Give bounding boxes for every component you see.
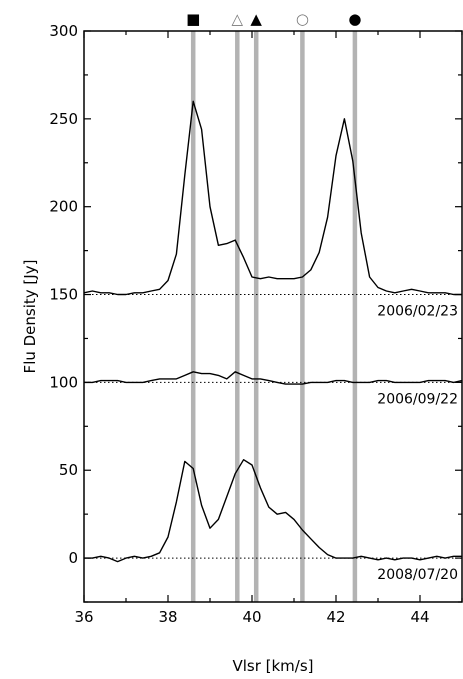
marker-symbol-4: ○: [296, 10, 309, 28]
date-label-1: 2006/02/23: [377, 304, 458, 320]
top-markers: ■ △ ▲ ○ ●: [186, 10, 361, 28]
x-tick-label: 40: [242, 608, 261, 626]
y-tick-label: 50: [59, 461, 78, 479]
date-label-3: 2008/07/20: [377, 567, 458, 583]
marker-symbol-1: ■: [186, 10, 200, 28]
y-tick-label: 100: [49, 373, 78, 391]
marker-symbol-2: △: [232, 10, 244, 28]
axis-ticks: [83, 30, 463, 603]
x-tick-label: 38: [158, 608, 177, 626]
baselines: [84, 294, 462, 559]
marker-symbol-5: ●: [348, 10, 361, 28]
x-axis-title: Vlsr [km/s]: [232, 657, 313, 675]
y-tick-label: 0: [68, 549, 78, 567]
plot-frame: [83, 30, 463, 603]
y-tick-label: 300: [49, 22, 78, 40]
spectrum-line-1: [83, 100, 462, 296]
x-tick-label: 36: [74, 608, 93, 626]
spectrum-line-2: [84, 371, 463, 385]
marker-symbol-3: ▲: [250, 10, 262, 28]
y-tick-label: 200: [49, 198, 78, 216]
y-tick-label: 250: [49, 110, 78, 128]
y-tick-label: 150: [49, 286, 78, 304]
spectrum-line-3: [84, 459, 462, 563]
velocity-marker-lines: [190, 31, 358, 602]
x-tick-label: 44: [410, 608, 429, 626]
date-labels: 2006/02/23 2006/09/22 2008/07/20: [377, 304, 458, 584]
x-tick-labels: 36 38 40 42 44: [74, 608, 429, 626]
x-tick-label: 42: [326, 608, 345, 626]
y-tick-labels: 0 50 100 150 200 250 300: [49, 22, 78, 567]
y-axis-title: Flu Density [Jy]: [21, 260, 39, 374]
spectra: [83, 100, 463, 563]
date-label-2: 2006/09/22: [377, 391, 458, 407]
